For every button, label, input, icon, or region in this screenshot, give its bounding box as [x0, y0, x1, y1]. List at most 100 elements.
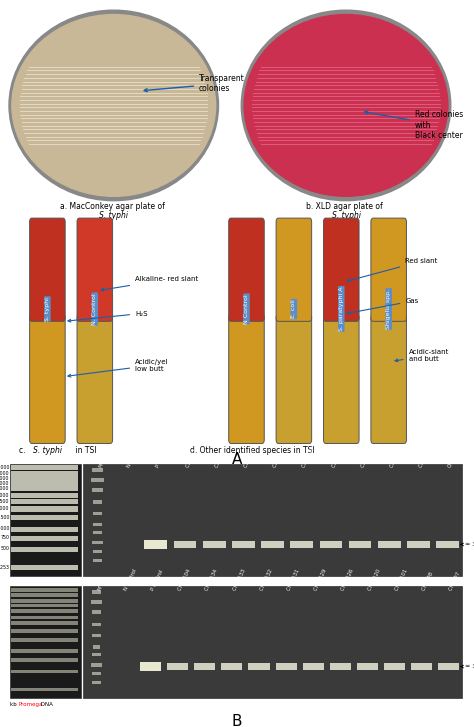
Text: E. coli: E. coli	[292, 300, 296, 318]
Text: kb: kb	[10, 702, 19, 707]
Bar	[11, 515, 78, 521]
Text: S. typhi: S. typhi	[45, 297, 50, 321]
Bar	[91, 590, 101, 594]
Text: CHM 93: CHM 93	[185, 449, 198, 469]
Text: Alkaline- red slant: Alkaline- red slant	[101, 276, 198, 291]
Text: d. Other identified species in TSI: d. Other identified species in TSI	[190, 446, 314, 454]
Text: CHM 132: CHM 132	[259, 568, 273, 591]
Text: 750: 750	[0, 535, 9, 540]
Text: CHM 134: CHM 134	[205, 568, 219, 591]
Text: CHM 129: CHM 129	[313, 568, 328, 591]
Bar	[275, 663, 297, 670]
Bar	[91, 610, 101, 614]
Bar	[93, 500, 102, 504]
Bar	[11, 470, 78, 475]
Text: CHM 23: CHM 23	[419, 449, 431, 469]
Ellipse shape	[244, 15, 448, 196]
Bar	[11, 593, 78, 597]
Bar	[92, 488, 103, 491]
Bar	[145, 539, 167, 549]
Text: Transparent
colonies: Transparent colonies	[144, 74, 245, 93]
Bar	[92, 653, 100, 656]
Bar	[11, 526, 78, 531]
Text: Shigella spp.: Shigella spp.	[386, 289, 391, 329]
Bar	[11, 486, 78, 491]
Text: ≈ 367 bps: ≈ 367 bps	[461, 542, 474, 547]
Text: CHM 97: CHM 97	[448, 571, 462, 591]
FancyBboxPatch shape	[29, 218, 65, 321]
Bar	[167, 663, 188, 670]
Text: 2,000: 2,000	[0, 506, 9, 511]
Bar	[83, 464, 462, 576]
Text: N control: N control	[124, 568, 138, 591]
Text: Acidic/yel
low butt: Acidic/yel low butt	[68, 358, 169, 377]
Bar	[319, 541, 342, 548]
Text: S. typhi: S. typhi	[99, 211, 128, 220]
Bar	[92, 672, 101, 675]
Text: CHM22: CHM22	[447, 450, 460, 469]
Bar	[11, 609, 78, 613]
Text: S. paratyphi A: S. paratyphi A	[339, 286, 344, 332]
Bar	[83, 586, 462, 698]
Bar	[91, 601, 102, 604]
Bar	[93, 558, 102, 562]
Bar	[436, 541, 459, 548]
Bar	[11, 499, 78, 504]
Text: 5,000: 5,000	[0, 481, 9, 486]
Text: CHM 24: CHM 24	[389, 449, 402, 469]
Text: a. MacConkey agar plate of: a. MacConkey agar plate of	[60, 202, 167, 211]
Bar	[349, 541, 372, 548]
Bar	[384, 663, 405, 670]
Text: 500: 500	[0, 547, 9, 551]
Text: CHM 101: CHM 101	[394, 568, 409, 591]
Bar	[407, 541, 430, 548]
Bar	[248, 663, 270, 670]
Text: CHM 120: CHM 120	[367, 568, 382, 591]
Text: 10,000: 10,000	[0, 465, 9, 470]
Bar	[93, 531, 102, 534]
FancyBboxPatch shape	[77, 314, 112, 443]
Bar	[91, 663, 101, 667]
Text: M: M	[98, 463, 104, 469]
Bar	[10, 464, 81, 576]
Bar	[10, 586, 81, 698]
FancyBboxPatch shape	[323, 314, 359, 443]
Bar	[93, 523, 102, 526]
Bar	[11, 670, 78, 673]
Bar	[194, 663, 215, 670]
Bar	[93, 512, 102, 515]
Bar	[11, 603, 78, 607]
FancyBboxPatch shape	[371, 218, 406, 321]
Text: CHM 55: CHM 55	[243, 449, 256, 469]
Bar	[11, 565, 78, 570]
Bar	[11, 630, 78, 633]
Bar	[91, 478, 104, 482]
Bar	[140, 662, 161, 671]
Text: S. typhi: S. typhi	[331, 211, 361, 220]
Text: CHM 98: CHM 98	[421, 571, 435, 591]
Bar	[173, 541, 196, 548]
Bar	[291, 541, 313, 548]
Ellipse shape	[9, 10, 219, 201]
Text: in TSI: in TSI	[73, 446, 97, 454]
Bar	[411, 663, 432, 670]
Bar	[221, 663, 243, 670]
Text: P control: P control	[156, 446, 170, 469]
Bar	[11, 638, 78, 642]
Bar	[11, 659, 78, 662]
Text: 2,500: 2,500	[0, 498, 9, 503]
Text: A: A	[232, 452, 242, 467]
Bar	[92, 468, 103, 472]
Bar	[92, 680, 100, 684]
Text: CHM 126: CHM 126	[340, 568, 355, 591]
Bar	[232, 541, 255, 548]
Text: CHM 131: CHM 131	[286, 568, 301, 591]
Bar	[302, 663, 324, 670]
Text: H₂S: H₂S	[68, 310, 147, 322]
FancyBboxPatch shape	[276, 314, 311, 443]
Bar	[11, 465, 78, 470]
Bar	[203, 541, 226, 548]
Text: CHM 57: CHM 57	[214, 449, 227, 469]
Text: b. XLD agar plate of: b. XLD agar plate of	[307, 202, 385, 211]
Text: P control: P control	[151, 569, 164, 591]
